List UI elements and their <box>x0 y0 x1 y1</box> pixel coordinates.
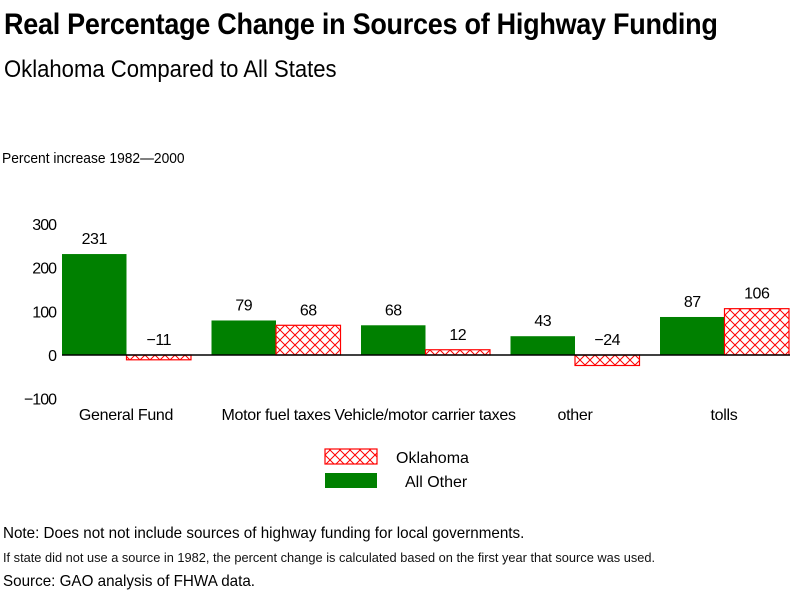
bar-all-other <box>211 320 276 355</box>
data-label: −11 <box>147 332 172 349</box>
y-axis-ticks: 300 200 100 0 −100 <box>24 217 58 409</box>
data-label: 68 <box>300 302 317 319</box>
bar-oklahoma <box>275 324 342 356</box>
y-tick-label: 100 <box>32 304 57 321</box>
data-label: 68 <box>385 302 402 319</box>
data-label: 43 <box>534 313 551 330</box>
legend: Oklahoma All Other <box>324 448 469 491</box>
y-tick-label: 0 <box>48 348 57 365</box>
data-label: 12 <box>449 327 466 344</box>
legend-swatch-oklahoma <box>324 448 378 465</box>
bar-oklahoma <box>574 354 641 367</box>
y-axis-label: Percent increase 1982—2000 <box>2 150 185 167</box>
bars <box>62 254 790 367</box>
category-label: Motor fuel taxes <box>221 407 330 424</box>
data-label: 87 <box>684 294 701 311</box>
category-labels: General Fund Motor fuel taxes Vehicle/moto… <box>79 407 738 424</box>
data-label: 231 <box>82 231 108 248</box>
value-labels: 231 −11 79 68 68 12 43 −24 87 106 <box>82 231 771 349</box>
bar-all-other <box>361 325 426 355</box>
data-label: 106 <box>744 286 770 303</box>
bar-all-other <box>62 254 127 355</box>
y-tick-label: 300 <box>32 217 57 234</box>
bar-oklahoma <box>424 349 491 356</box>
data-label: 79 <box>235 297 252 314</box>
footnote-method: If state did not use a source in 1982, t… <box>3 550 656 565</box>
chart-title: Real Percentage Change in Sources of Hig… <box>4 8 718 41</box>
category-label: Vehicle/motor carrier taxes <box>334 407 516 424</box>
y-tick-label: 200 <box>32 261 57 278</box>
category-label: other <box>558 407 594 424</box>
legend-label: Oklahoma <box>396 450 469 467</box>
footnote-source: Source: GAO analysis of FHWA data. <box>3 573 256 590</box>
bar-oklahoma <box>723 308 790 356</box>
legend-label: All Other <box>405 474 468 491</box>
chart-subtitle: Oklahoma Compared to All States <box>4 56 337 83</box>
data-label: −24 <box>594 332 620 349</box>
legend-swatch-all-other <box>325 473 377 488</box>
bar-all-other <box>660 316 725 355</box>
footnote-note: Note: Does not not include sources of hi… <box>3 525 525 542</box>
category-label: General Fund <box>79 407 173 424</box>
y-tick-label: −100 <box>24 392 57 409</box>
bar-all-other <box>510 336 575 355</box>
category-label: tolls <box>711 407 738 424</box>
